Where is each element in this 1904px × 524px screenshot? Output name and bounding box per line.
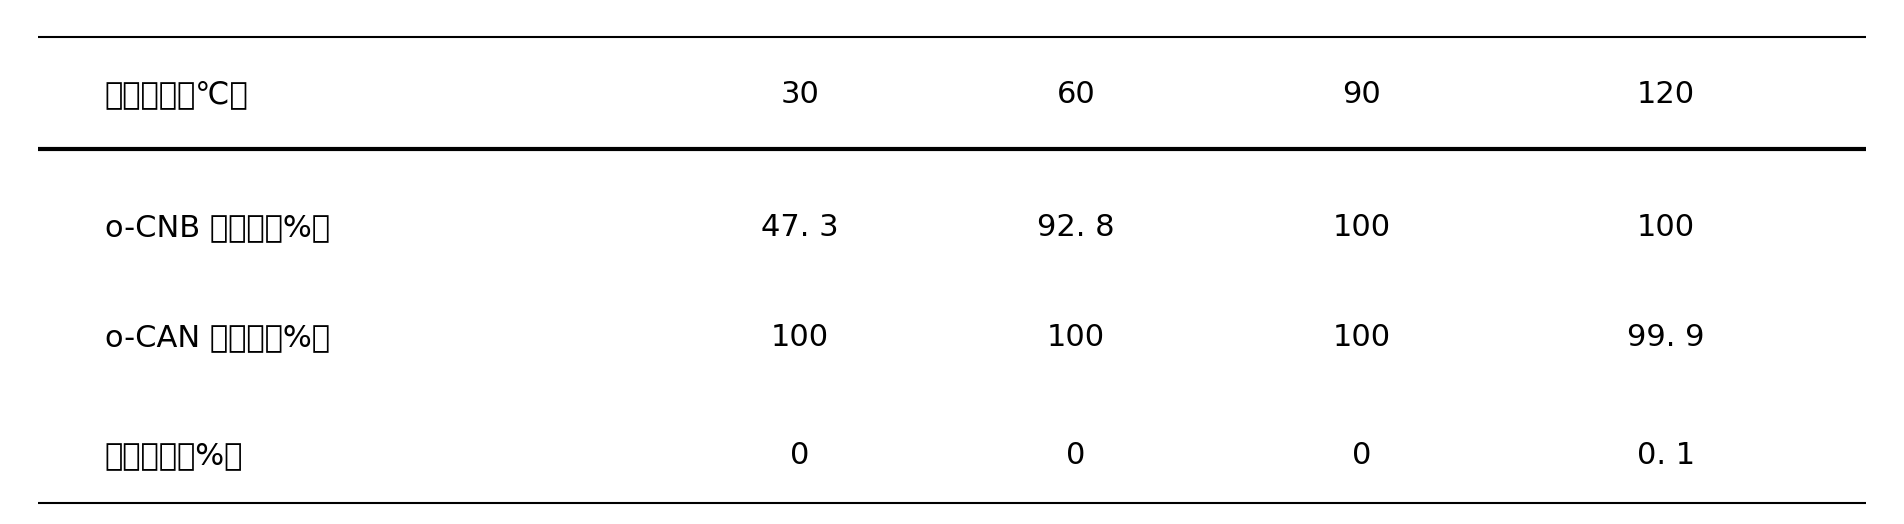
Text: 47. 3: 47. 3	[762, 213, 838, 243]
Text: 0: 0	[790, 441, 809, 471]
Text: 90: 90	[1342, 80, 1380, 109]
Text: o-CAN 选择性（%）: o-CAN 选择性（%）	[105, 323, 329, 353]
Text: 92. 8: 92. 8	[1038, 213, 1114, 243]
Text: 0: 0	[1352, 441, 1371, 471]
Text: 30: 30	[781, 80, 819, 109]
Text: 0. 1: 0. 1	[1637, 441, 1695, 471]
Text: 100: 100	[1047, 323, 1104, 353]
Text: 0: 0	[1066, 441, 1085, 471]
Text: 60: 60	[1057, 80, 1095, 109]
Text: o-CNB 转化率（%）: o-CNB 转化率（%）	[105, 213, 329, 243]
Text: 100: 100	[1333, 323, 1390, 353]
Text: 100: 100	[1333, 213, 1390, 243]
Text: 99. 9: 99. 9	[1628, 323, 1704, 353]
Text: 100: 100	[771, 323, 828, 353]
Text: 脱氯率　（%）: 脱氯率 （%）	[105, 441, 244, 471]
Text: 100: 100	[1637, 213, 1695, 243]
Text: 120: 120	[1637, 80, 1695, 109]
Text: 反应温度（℃）: 反应温度（℃）	[105, 80, 248, 109]
